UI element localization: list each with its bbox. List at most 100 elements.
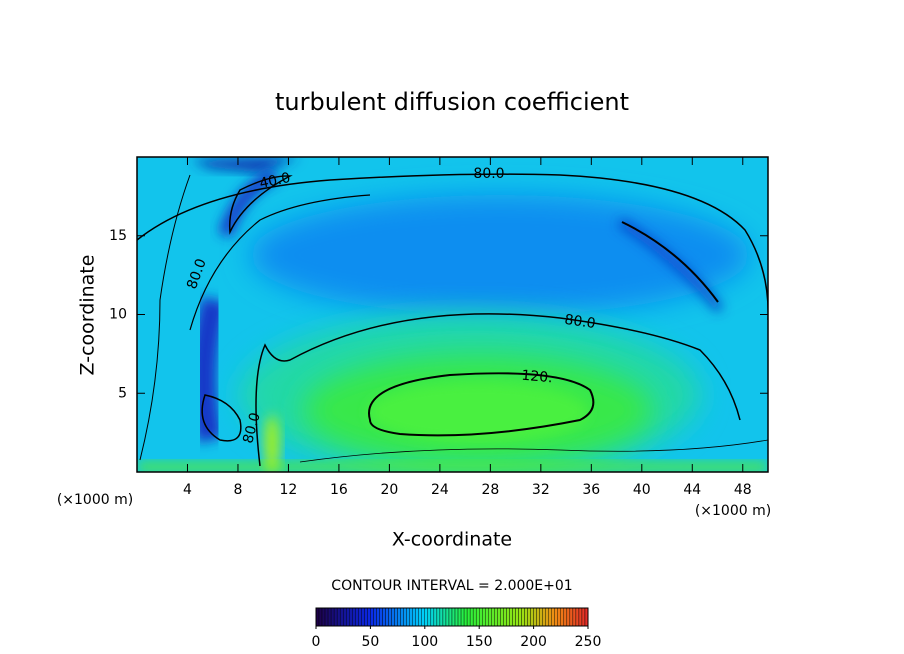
colorbar-swatch [388,607,392,627]
colorbar-swatch [370,607,374,627]
colorbar-swatch [373,607,377,627]
colorbar-swatch [352,607,356,627]
field [137,157,768,472]
colorbar: 0 50 100 150 200 250 [312,607,602,650]
colorbar-swatch [336,607,341,627]
colorbar-swatch [318,607,323,627]
colorbar-swatch [321,607,326,627]
colorbar-swatch [385,607,389,627]
colorbar-swatch [418,607,422,627]
colorbar-swatch [367,607,371,627]
colorbar-swatch [427,607,432,627]
colorbar-swatch [575,607,580,627]
colorbar-swatch [479,607,483,627]
colorbar-swatch [506,607,510,627]
colorbar-swatch [382,607,386,627]
x-tick-label: 12 [280,482,298,498]
colorbar-swatch [454,607,459,627]
colorbar-tick-label: 200 [520,634,547,650]
colorbar-swatch [530,607,534,627]
colorbar-swatch [482,607,486,627]
colorbar-swatch [475,607,480,627]
colorbar-swatch [566,607,571,627]
colorbar-swatch [551,607,555,627]
colorbar-swatch [343,607,347,627]
colorbar-swatch [563,607,568,627]
colorbar-swatch [466,607,471,627]
colorbar-swatch [560,607,565,627]
colorbar-tick-label: 0 [312,634,321,650]
colorbar-swatch [518,607,522,627]
colorbar-tick-label: 50 [361,634,379,650]
x-tick-label: 16 [330,482,348,498]
colorbar-swatch [430,607,435,627]
x-axis-title: X-coordinate [392,529,512,551]
colorbar-swatch [469,607,474,627]
contour-line [137,173,768,320]
colorbar-swatch [524,607,528,627]
colorbar-tick-label: 250 [575,634,602,650]
colorbar-swatch [415,607,419,627]
x-unit: (×1000 m) [57,492,133,508]
colorbar-swatch [539,607,543,627]
contour-label: 40.0 [258,170,292,192]
colorbar-tick-label: 100 [411,634,438,650]
colorbar-swatch [361,607,365,627]
contour-line [299,439,768,463]
contour-line [368,372,595,437]
colorbar-swatch [406,607,410,627]
colorbar-swatch [533,607,537,627]
contour-label: 80.0 [563,312,596,332]
contour-line [189,194,371,331]
colorbar-swatch [346,607,350,627]
colorbar-swatch [460,607,465,627]
colorbar-swatch [503,607,507,627]
contour-label: 80.0 [473,166,504,182]
colorbar-swatch [355,607,359,627]
colorbar-swatch [409,607,413,627]
colorbar-swatch [394,607,398,627]
colorbar-swatch [554,607,558,627]
colorbar-swatch [548,607,552,627]
colorbar-swatch [463,607,468,627]
colorbar-swatch [572,607,577,627]
x-tick-label: 4 [183,482,192,498]
colorbar-swatch [457,607,462,627]
colorbar-swatch [339,607,344,627]
contour-line [228,175,293,235]
colorbar-swatch [397,607,401,627]
colorbar-swatch [445,607,450,627]
contour-line [255,313,741,467]
colorbar-swatch [442,607,447,627]
colorbar-swatch [488,607,492,627]
y-tick-label: 5 [118,385,127,401]
colorbar-swatch [400,607,404,627]
x-tick-label: 32 [532,482,550,498]
colorbar-swatch [451,607,456,627]
x-unit-right: (×1000 m) [695,503,771,519]
colorbar-swatch [545,607,549,627]
colorbar-swatch [497,607,501,627]
colorbar-swatch [557,607,561,627]
chart-title: turbulent diffusion coefficient [275,88,629,116]
colorbar-swatch [581,607,586,627]
x-tick-label: 36 [582,482,600,498]
colorbar-title: CONTOUR INTERVAL = 2.000E+01 [331,578,572,594]
x-tick-label: 28 [481,482,499,498]
contour-label: 80.0 [240,411,264,445]
x-tick-label: 24 [431,482,449,498]
colorbar-swatch [364,607,368,627]
contour-label: 120. [521,368,553,387]
colorbar-swatch [509,607,513,627]
colorbar-frame [315,607,589,627]
colorbar-swatch [391,607,395,627]
x-tick-label: 20 [380,482,398,498]
colorbar-swatch [412,607,416,627]
colorbar-swatch [424,607,429,627]
colorbar-swatch [485,607,489,627]
colorbar-swatch [569,607,574,627]
contour-line [139,174,191,461]
colorbar-swatch [379,607,383,627]
colorbar-swatch [324,607,329,627]
